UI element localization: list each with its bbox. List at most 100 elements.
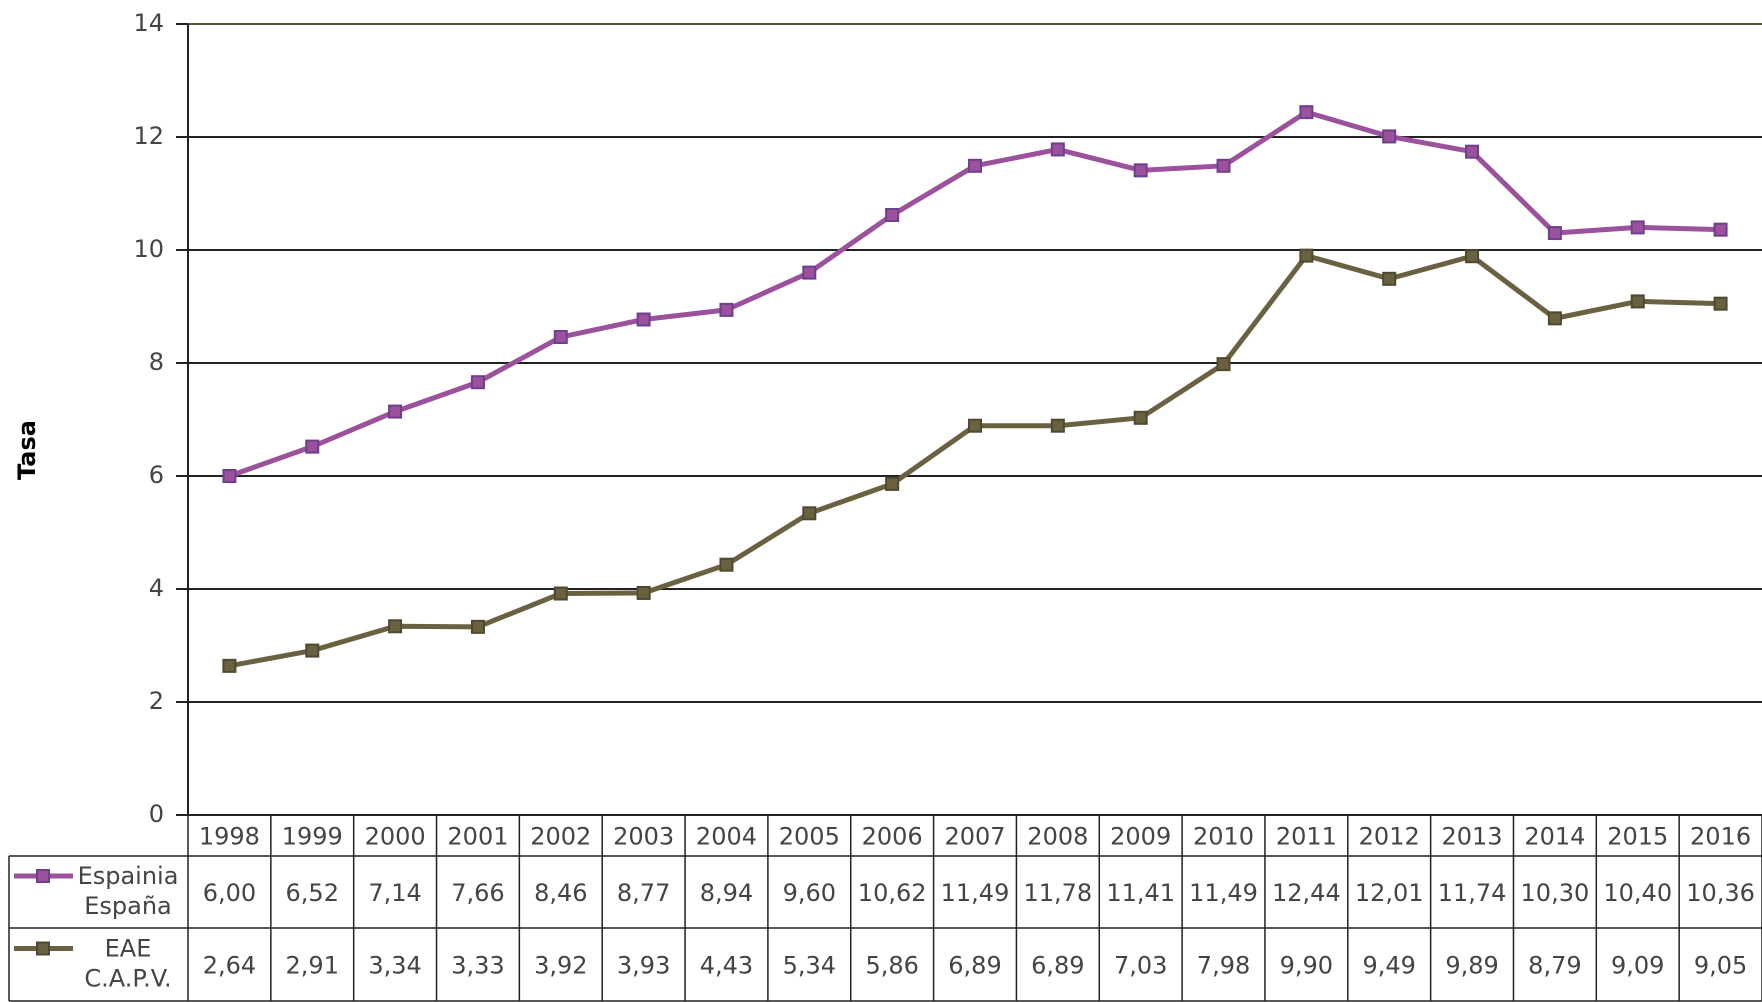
table-value: 7,14 <box>368 879 421 907</box>
point-marker <box>719 302 734 317</box>
table-value: 9,90 <box>1280 952 1333 980</box>
point-marker <box>885 207 900 222</box>
table-value: 7,03 <box>1114 952 1167 980</box>
x-tick-label: 2015 <box>1607 823 1668 851</box>
x-tick-label: 1999 <box>282 823 343 851</box>
x-tick-label: 2004 <box>696 823 757 851</box>
table-value: 5,34 <box>783 952 836 980</box>
x-tick-label: 1998 <box>199 823 260 851</box>
point-marker <box>1133 410 1148 425</box>
legend-label: Espainia España <box>78 862 179 920</box>
table-value: 9,89 <box>1445 952 1498 980</box>
point-marker <box>388 619 403 634</box>
table-value: 8,46 <box>534 879 587 907</box>
point-marker <box>968 418 982 433</box>
point-marker <box>388 404 403 419</box>
y-tick-label: 0 <box>149 800 164 828</box>
x-tick-label: 2012 <box>1359 823 1420 851</box>
point-marker <box>1465 144 1480 159</box>
point-marker <box>1050 142 1065 157</box>
point-marker <box>553 586 568 601</box>
table-value: 5,86 <box>865 952 918 980</box>
table-value: 11,49 <box>1189 879 1258 907</box>
table-value: 10,40 <box>1603 879 1672 907</box>
x-tick-label: 2011 <box>1276 823 1337 851</box>
y-axis-label: Tasa <box>13 420 41 480</box>
x-tick-label: 2014 <box>1524 823 1585 851</box>
point-marker <box>1216 357 1231 372</box>
legend-label-line: España <box>84 892 172 920</box>
point-marker <box>1299 248 1314 263</box>
legend-label-line: Espainia <box>78 862 179 890</box>
x-tick-label: 2003 <box>613 823 674 851</box>
legend-label-line: C.A.P.V. <box>84 965 171 993</box>
table-value: 6,52 <box>286 879 339 907</box>
point-marker <box>222 658 237 673</box>
table-value: 9,60 <box>783 879 836 907</box>
x-tick-label: 2001 <box>447 823 508 851</box>
table-value: 12,01 <box>1355 879 1424 907</box>
point-marker <box>1630 220 1645 235</box>
table-value: 2,64 <box>203 952 256 980</box>
table-value: 8,79 <box>1528 952 1581 980</box>
table-value: 6,89 <box>948 952 1001 980</box>
table-value: 3,93 <box>617 952 670 980</box>
x-tick-label: 2009 <box>1110 823 1171 851</box>
legend-label-line: EAE <box>105 935 152 963</box>
point-marker <box>305 643 320 658</box>
table-value: 10,36 <box>1686 879 1755 907</box>
table-value: 9,05 <box>1694 952 1747 980</box>
series-line <box>228 253 1721 669</box>
table-value: 8,77 <box>617 879 670 907</box>
table-value: 7,98 <box>1197 952 1250 980</box>
table-value: 4,43 <box>700 952 753 980</box>
y-tick-label: 6 <box>149 461 164 489</box>
table-value: 9,09 <box>1611 952 1664 980</box>
x-tick-label: 2007 <box>944 823 1005 851</box>
table-value: 10,30 <box>1521 879 1590 907</box>
point-marker <box>719 557 734 572</box>
y-tick-label: 4 <box>149 574 164 602</box>
y-tick-label: 2 <box>149 687 164 715</box>
y-tick-label: 12 <box>133 122 164 150</box>
point-marker <box>553 330 568 345</box>
point-marker <box>802 506 817 521</box>
point-marker <box>1713 296 1728 311</box>
x-tick-label: 2000 <box>365 823 426 851</box>
x-tick-label: 2006 <box>862 823 923 851</box>
x-tick-label: 2010 <box>1193 823 1254 851</box>
point-marker <box>1630 294 1645 309</box>
x-tick-label: 2002 <box>530 823 591 851</box>
point-marker <box>802 265 817 280</box>
x-tick-label: 2016 <box>1690 823 1751 851</box>
table-value: 12,44 <box>1272 879 1341 907</box>
table-value: 6,89 <box>1031 952 1084 980</box>
y-tick-label: 10 <box>133 235 164 263</box>
table-value: 10,62 <box>858 879 927 907</box>
table-value: 3,92 <box>534 952 587 980</box>
point-marker <box>636 312 651 327</box>
table-value: 3,33 <box>451 952 504 980</box>
x-tick-label: 2008 <box>1027 823 1088 851</box>
x-tick-label: 2013 <box>1442 823 1503 851</box>
point-marker <box>1713 222 1728 237</box>
legend-marker <box>36 941 50 956</box>
table-value: 9,49 <box>1362 952 1415 980</box>
point-marker <box>1299 105 1314 120</box>
point-marker <box>470 619 485 634</box>
point-marker <box>1382 271 1397 286</box>
point-marker <box>1382 129 1397 144</box>
y-tick-label: 8 <box>149 348 164 376</box>
point-marker <box>885 476 900 491</box>
table-value: 6,00 <box>203 879 256 907</box>
table-value: 11,78 <box>1023 879 1092 907</box>
table-value: 8,94 <box>700 879 753 907</box>
point-marker <box>1547 311 1562 326</box>
table-value: 11,74 <box>1438 879 1507 907</box>
point-marker <box>305 439 320 454</box>
point-marker <box>1133 163 1148 178</box>
point-marker <box>1216 158 1231 173</box>
table-value: 11,41 <box>1106 879 1175 907</box>
y-tick-label: 14 <box>133 9 164 37</box>
point-marker <box>968 158 982 173</box>
